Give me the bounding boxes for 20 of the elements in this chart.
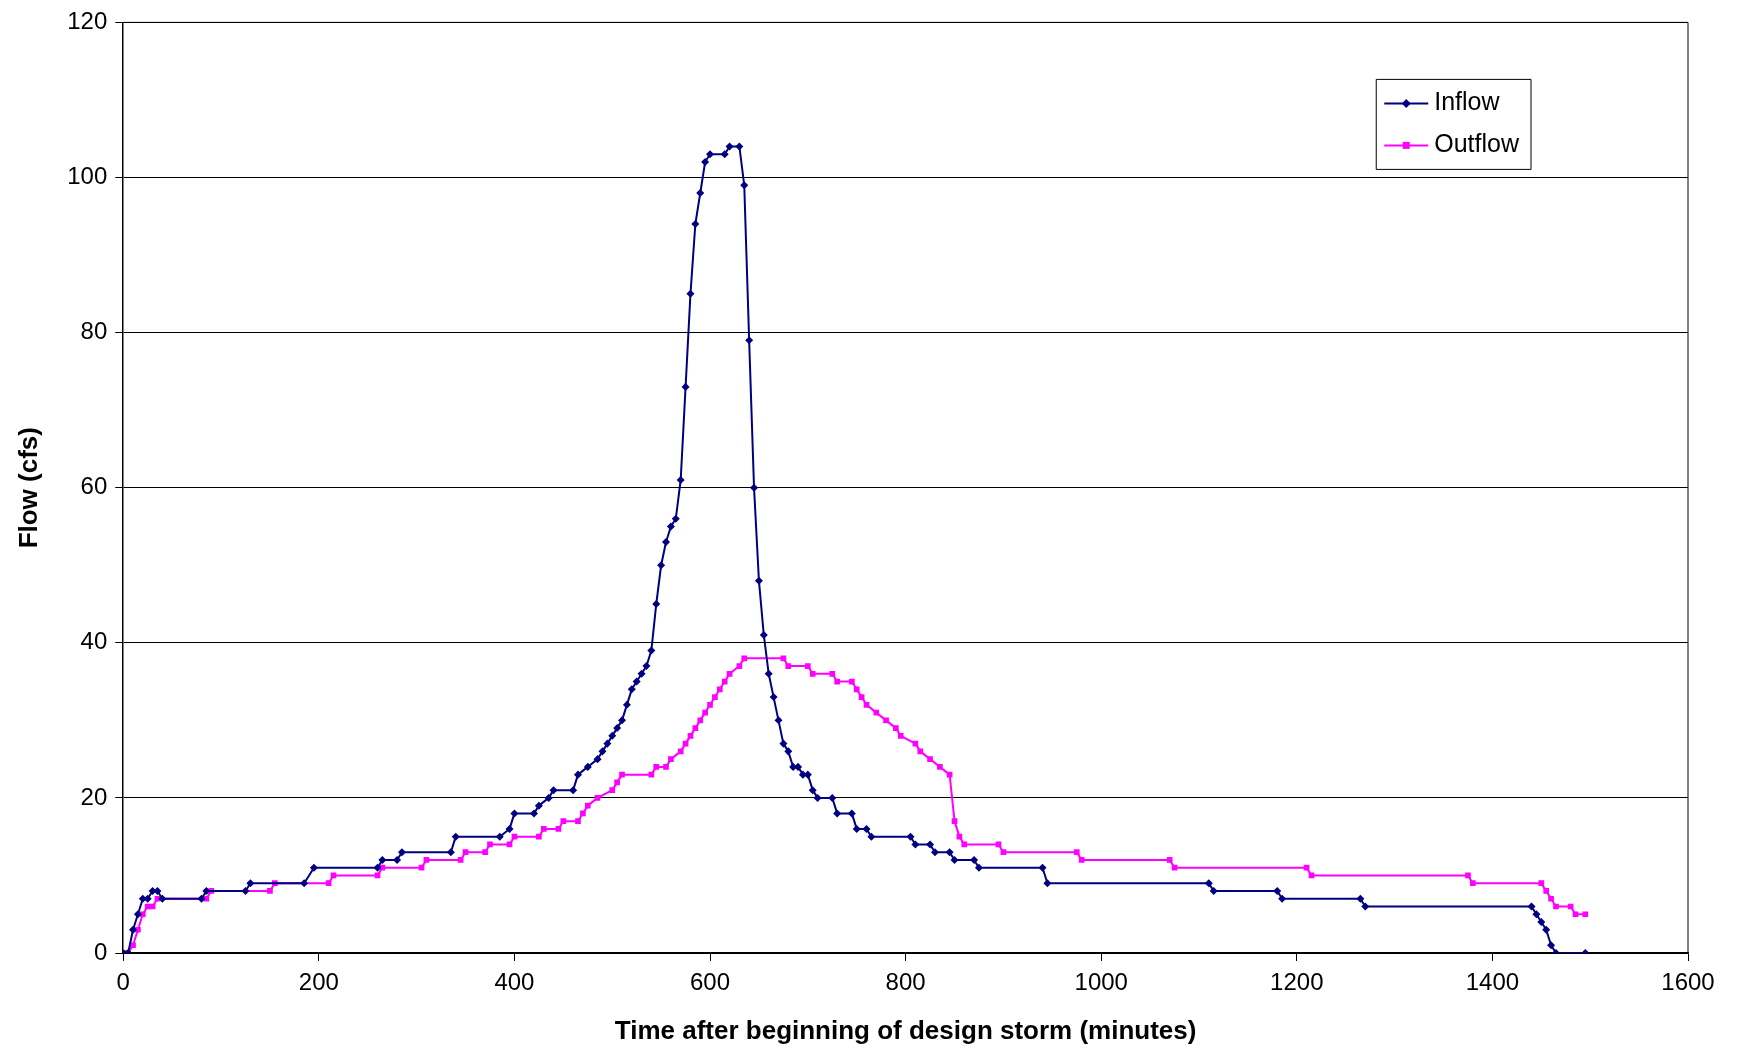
legend-label: Outflow: [1434, 129, 1520, 158]
x-tick-label: 1400: [1465, 968, 1520, 996]
x-tick-label: 400: [494, 968, 535, 996]
y-tick-label: 80: [80, 317, 108, 345]
x-tick-label: 200: [298, 968, 339, 996]
x-tick-label: 1600: [1661, 968, 1715, 996]
x-tick-label: 800: [885, 968, 926, 996]
x-axis-title: Time after beginning of design storm (minutes): [614, 1014, 1197, 1045]
y-tick-label: 0: [93, 937, 108, 965]
y-axis-title: Flow (cfs): [12, 427, 43, 549]
x-tick-label: 600: [690, 968, 731, 996]
y-tick-label: 20: [80, 782, 108, 810]
x-tick-label: 0: [116, 968, 130, 996]
legend-label: Inflow: [1434, 87, 1501, 116]
y-tick-label: 40: [80, 627, 108, 655]
x-tick-label: 1200: [1270, 968, 1324, 996]
x-tick-label: 1000: [1074, 968, 1128, 996]
y-tick-label: 120: [67, 7, 108, 35]
y-tick-label: 60: [80, 472, 108, 500]
y-tick-label: 100: [67, 162, 108, 190]
